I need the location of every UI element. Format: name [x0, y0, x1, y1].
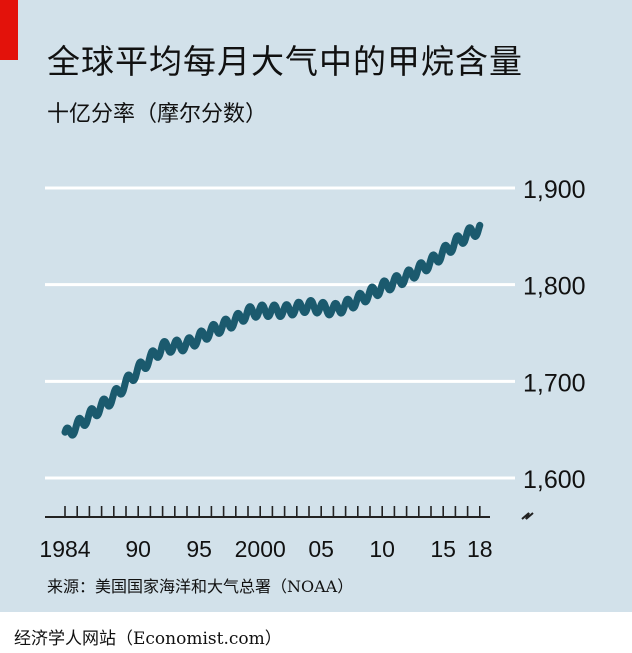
y-tick-label-1900: 1,900 — [523, 176, 586, 204]
chart-title: 全球平均每月大气中的甲烷含量 — [47, 42, 523, 81]
x-tick-label-95: 95 — [186, 536, 212, 562]
x-tick-label-10: 10 — [369, 536, 395, 562]
axis-break-icon — [521, 512, 534, 520]
x-tick-label-1984: 1984 — [39, 536, 90, 562]
source-note: 来源：美国国家海洋和大气总署（NOAA） — [47, 577, 354, 596]
chart-subtitle: 十亿分率（摩尔分数） — [47, 102, 268, 127]
series-line-methane — [61, 221, 484, 439]
chart-panel: 全球平均每月大气中的甲烷含量 十亿分率（摩尔分数） 1,600 1,700 1,80… — [0, 0, 632, 612]
x-tick-label-05: 05 — [308, 536, 334, 562]
accent-bar — [0, 0, 18, 60]
x-tick-label-18: 18 — [467, 536, 493, 562]
x-tick-label-2000: 2000 — [235, 536, 286, 562]
credit-line: 经济学人网站（Economist.com） — [14, 629, 282, 649]
y-tick-label-1800: 1,800 — [523, 273, 586, 301]
y-tick-label-1700: 1,700 — [523, 369, 586, 397]
methane-chart: 1,600 1,700 1,800 1,900 1984 90 95 2000 05 10 15 18 — [39, 176, 586, 562]
y-tick-label-1600: 1,600 — [523, 466, 586, 494]
x-tick-label-90: 90 — [125, 536, 151, 562]
x-tick-label-15: 15 — [430, 536, 456, 562]
